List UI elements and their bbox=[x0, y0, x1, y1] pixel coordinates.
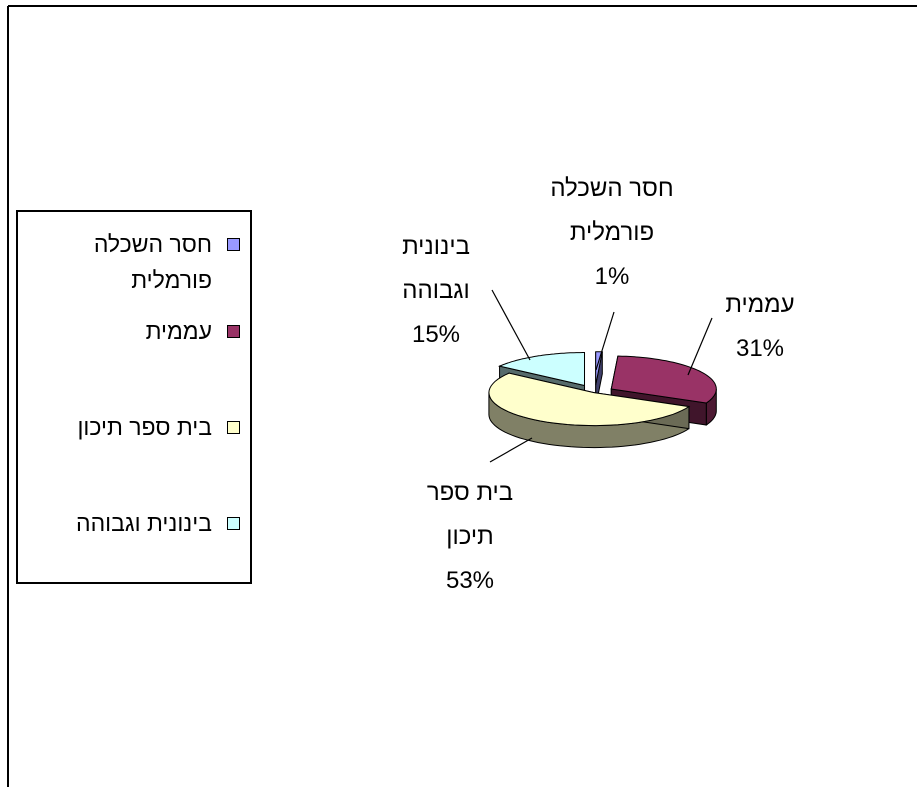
legend-label-none-line2: פורמלית bbox=[131, 267, 212, 293]
leader-line-highschool bbox=[489, 437, 533, 463]
legend-item-highschool: בית ספר תיכון bbox=[18, 409, 254, 449]
leader-line-higher bbox=[491, 289, 531, 361]
legend-swatch-elementary bbox=[227, 325, 240, 338]
data-label-elementary-line1: עממית bbox=[725, 291, 794, 318]
legend-item-elementary: עממית bbox=[18, 313, 254, 353]
data-label-higher-line1: בינונית bbox=[402, 233, 470, 260]
data-label-higher-line2: וגבוהה bbox=[402, 277, 469, 304]
chart-legend: חסר השכלה פורמלית עממית בית ספר תיכון בי… bbox=[16, 210, 252, 584]
data-label-elementary-pct: 31% bbox=[736, 335, 784, 362]
data-label-none-line1: חסר השכלה bbox=[550, 175, 673, 202]
leader-line-elementary bbox=[687, 317, 713, 376]
data-label-elementary: עממית 31% bbox=[687, 291, 795, 376]
legend-label-higher: בינונית וגבוהה bbox=[76, 510, 212, 536]
pie-slice-elementary bbox=[610, 355, 717, 404]
legend-swatch-none bbox=[227, 238, 240, 251]
data-label-none-pct: 1% bbox=[595, 263, 630, 290]
legend-label-elementary: עממית bbox=[145, 318, 212, 344]
pie-slice-higher bbox=[497, 352, 585, 387]
data-label-none: חסר השכלה פורמלית 1% bbox=[550, 175, 674, 371]
legend-label-none-line1: חסר השכלה bbox=[93, 231, 212, 257]
data-label-higher-pct: 15% bbox=[412, 321, 460, 348]
legend-label-highschool: בית ספר תיכון bbox=[77, 414, 212, 440]
legend-swatch-higher bbox=[227, 517, 240, 530]
data-label-highschool-line1: בית ספר bbox=[427, 479, 513, 506]
pie-slice-highschool bbox=[488, 372, 691, 427]
legend-item-higher: בינונית וגבוהה bbox=[18, 505, 254, 545]
data-label-highschool-pct: 53% bbox=[446, 567, 494, 594]
leader-line-none bbox=[595, 311, 615, 371]
data-label-highschool-line2: תיכון bbox=[446, 523, 493, 550]
legend-item-none: חסר השכלה פורמלית bbox=[18, 226, 254, 306]
data-label-higher: בינונית וגבוהה 15% bbox=[402, 233, 531, 361]
pie-tops bbox=[488, 351, 717, 427]
data-label-none-line2: פורמלית bbox=[570, 219, 654, 246]
legend-swatch-highschool bbox=[227, 421, 240, 434]
data-label-highschool: בית ספר תיכון 53% bbox=[427, 437, 533, 594]
